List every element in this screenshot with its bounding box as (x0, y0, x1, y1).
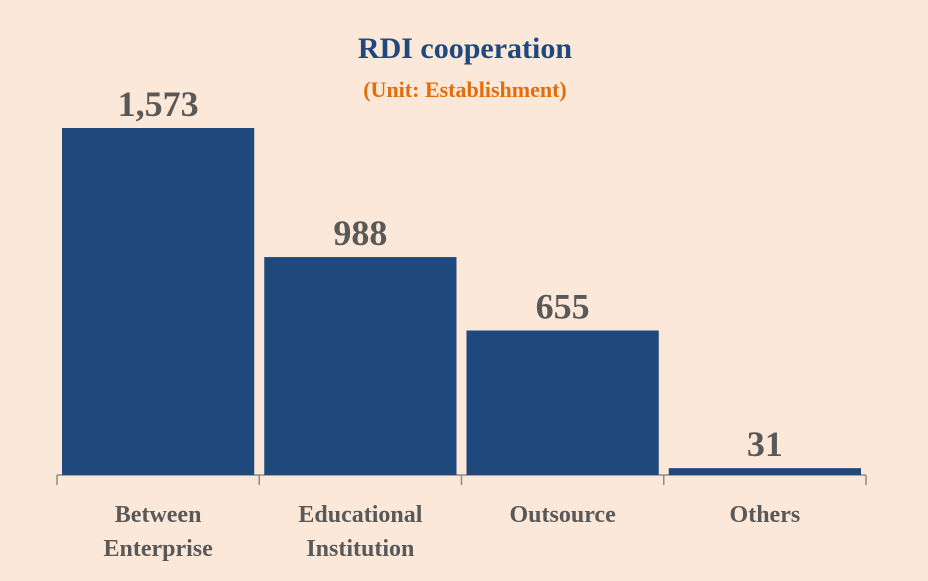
chart-title: RDI cooperation (358, 32, 572, 65)
chart-subtitle: (Unit: Establishment) (363, 77, 567, 102)
value-label: 1,573 (118, 84, 199, 124)
value-label: 988 (333, 213, 387, 253)
x-tick-label: Between Enterprise (103, 502, 213, 562)
bar (62, 128, 255, 475)
x-tick-label: Outsource (509, 502, 616, 528)
x-tick-label: Others (729, 502, 801, 528)
x-tick-label: Educational Institution (298, 502, 423, 562)
value-label: 31 (747, 424, 783, 464)
bar (668, 468, 861, 475)
bar (466, 330, 659, 475)
bar (264, 257, 457, 475)
value-label: 655 (536, 287, 590, 327)
